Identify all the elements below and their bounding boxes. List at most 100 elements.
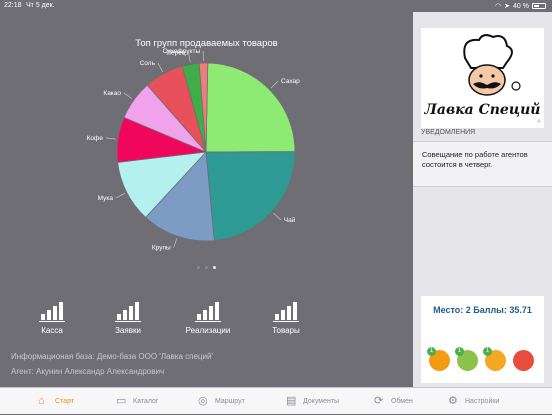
bar-chart-icon-bar bbox=[209, 306, 213, 320]
pie-slice[interactable] bbox=[206, 63, 295, 152]
tile-label: Реализации bbox=[178, 326, 238, 335]
documents-icon: ▤ bbox=[286, 395, 299, 408]
pie-leader-line bbox=[273, 213, 280, 220]
tab-label: Каталог bbox=[133, 398, 158, 405]
notification-item[interactable]: Совещание по работе агентов состоится в … bbox=[413, 141, 552, 187]
wifi-icon: ◠ bbox=[495, 2, 501, 10]
achievement-badge-icon[interactable]: 1 bbox=[457, 350, 478, 371]
tile-kassa[interactable]: Касса bbox=[22, 296, 82, 335]
page-indicator[interactable] bbox=[197, 266, 216, 269]
tab-bar: ⌂ Старт ▭ Каталог ◎ Маршрут ▤ Документы ⟳ Обмен ⚙ Н… bbox=[0, 387, 552, 414]
page-dot[interactable] bbox=[197, 266, 200, 269]
bar-chart-icon-bar bbox=[293, 302, 297, 320]
status-right: ◠ ➤ 40 % bbox=[495, 2, 546, 10]
bar-chart-icon bbox=[195, 296, 221, 320]
notification-text: Совещание по работе агентов состоится в … bbox=[422, 150, 546, 170]
agent-info: Агент: Акунин Александр Александрович bbox=[11, 367, 164, 376]
bar-chart-icon-baseline bbox=[115, 321, 141, 322]
pie-label: Мука bbox=[98, 195, 114, 202]
battery-percent: 40 % bbox=[513, 3, 529, 10]
score-card[interactable]: Место: 2 Баллы: 35.71 1 1 1 bbox=[421, 296, 544, 383]
pie-label: Сахар bbox=[281, 78, 300, 85]
bar-chart-icon-baseline bbox=[195, 321, 221, 322]
bar-chart-icon-baseline bbox=[273, 321, 299, 322]
pie-leader-line bbox=[124, 93, 132, 99]
tab-label: Старт bbox=[55, 398, 74, 405]
pie-label: Сухофрукты bbox=[163, 48, 201, 55]
bar-chart-icon-bar bbox=[287, 306, 291, 320]
tab-settings[interactable]: ⚙ Настройки bbox=[448, 388, 499, 415]
bar-chart-icon-bar bbox=[203, 310, 207, 320]
status-date: Чт 5 дек. bbox=[26, 2, 55, 9]
achievement-badge-icon[interactable] bbox=[513, 350, 534, 371]
tile-label: Касса bbox=[22, 326, 82, 335]
pie-leader-line bbox=[271, 81, 278, 88]
tab-documents[interactable]: ▤ Документы bbox=[286, 388, 339, 415]
tile-label: Заявки bbox=[98, 326, 158, 335]
achievement-badge-icon[interactable]: 1 bbox=[429, 350, 450, 371]
pie-label: Чай bbox=[284, 216, 296, 224]
pie-label: Соль bbox=[140, 60, 156, 67]
tab-home[interactable]: ⌂ Старт bbox=[38, 388, 74, 415]
sync-icon: ⟳ bbox=[374, 395, 387, 408]
bar-chart-icon-bar bbox=[129, 306, 133, 320]
home-icon: ⌂ bbox=[38, 395, 51, 408]
bar-chart-icon bbox=[115, 296, 141, 320]
zoom-icon[interactable]: ⌕ bbox=[537, 118, 541, 126]
bar-chart-icon-bar bbox=[123, 310, 127, 320]
tile-realizacii[interactable]: Реализации bbox=[178, 296, 238, 335]
tab-label: Документы bbox=[303, 398, 339, 405]
badge-count: 1 bbox=[427, 347, 436, 356]
achievement-badges: 1 1 1 bbox=[429, 350, 534, 371]
tile-zayavki[interactable]: Заявки bbox=[98, 296, 158, 335]
bar-chart-icon bbox=[273, 296, 299, 320]
bar-chart-icon-bar bbox=[117, 314, 121, 320]
logo-card: Лавка Специй ⌕ bbox=[421, 28, 544, 128]
tab-sync[interactable]: ⟳ Обмен bbox=[374, 388, 413, 415]
catalog-icon: ▭ bbox=[116, 395, 129, 408]
location-icon: ➤ bbox=[504, 2, 510, 10]
tile-label: Товары bbox=[256, 326, 316, 335]
page-dot[interactable] bbox=[213, 266, 216, 269]
achievement-badge-icon[interactable]: 1 bbox=[485, 350, 506, 371]
pie-leader-line bbox=[116, 193, 125, 198]
bar-chart-icon-baseline bbox=[39, 321, 65, 322]
battery-icon bbox=[532, 3, 546, 9]
tab-route[interactable]: ◎ Маршрут bbox=[198, 388, 245, 415]
pie-leader-line bbox=[106, 138, 116, 139]
pie-leader-line bbox=[158, 63, 163, 72]
pie-label: Крупы bbox=[152, 245, 171, 252]
route-icon: ◎ bbox=[198, 395, 211, 408]
quick-actions: Касса Заявки Реализации Товары bbox=[0, 296, 413, 346]
bar-chart-icon-bar bbox=[197, 314, 201, 320]
database-info: Информационая база: Демо-база ООО 'Лавка… bbox=[11, 352, 213, 361]
logo-text: Лавка Специй bbox=[421, 102, 544, 118]
bar-chart-icon-bar bbox=[275, 314, 279, 320]
notifications-header: УВЕДОМЛЕНИЯ bbox=[421, 129, 552, 136]
badge-count: 1 bbox=[483, 347, 492, 356]
bar-chart-icon-bar bbox=[53, 306, 57, 320]
page-dot[interactable] bbox=[205, 266, 208, 269]
pie-leader-line bbox=[174, 238, 177, 247]
settings-icon: ⚙ bbox=[448, 395, 461, 408]
pie-chart[interactable]: СахарЧайКрупыМукаКофеКакаоСольПерецСухоф… bbox=[0, 12, 413, 262]
sidebar: Лавка Специй ⌕ УВЕДОМЛЕНИЯ Совещание по … bbox=[413, 12, 552, 387]
tab-catalog[interactable]: ▭ Каталог bbox=[116, 388, 158, 415]
bar-chart-icon-bar bbox=[281, 310, 285, 320]
tab-label: Настройки bbox=[465, 398, 499, 405]
score-text: Место: 2 Баллы: 35.71 bbox=[421, 305, 544, 315]
bar-chart-icon-bar bbox=[135, 302, 139, 320]
status-time: 22:18 bbox=[4, 2, 22, 9]
tab-label: Маршрут bbox=[215, 398, 245, 405]
tile-tovary[interactable]: Товары bbox=[256, 296, 316, 335]
bar-chart-icon bbox=[39, 296, 65, 320]
tab-label: Обмен bbox=[391, 398, 413, 405]
pie-label: Какао bbox=[103, 90, 121, 97]
bar-chart-icon-bar bbox=[215, 302, 219, 320]
bar-chart-icon-bar bbox=[41, 314, 45, 320]
bar-chart-icon-bar bbox=[59, 302, 63, 320]
pie-slice[interactable] bbox=[206, 152, 295, 241]
status-bar: 22:18 Чт 5 дек. ◠ ➤ 40 % bbox=[0, 0, 552, 12]
badge-count: 1 bbox=[455, 347, 464, 356]
